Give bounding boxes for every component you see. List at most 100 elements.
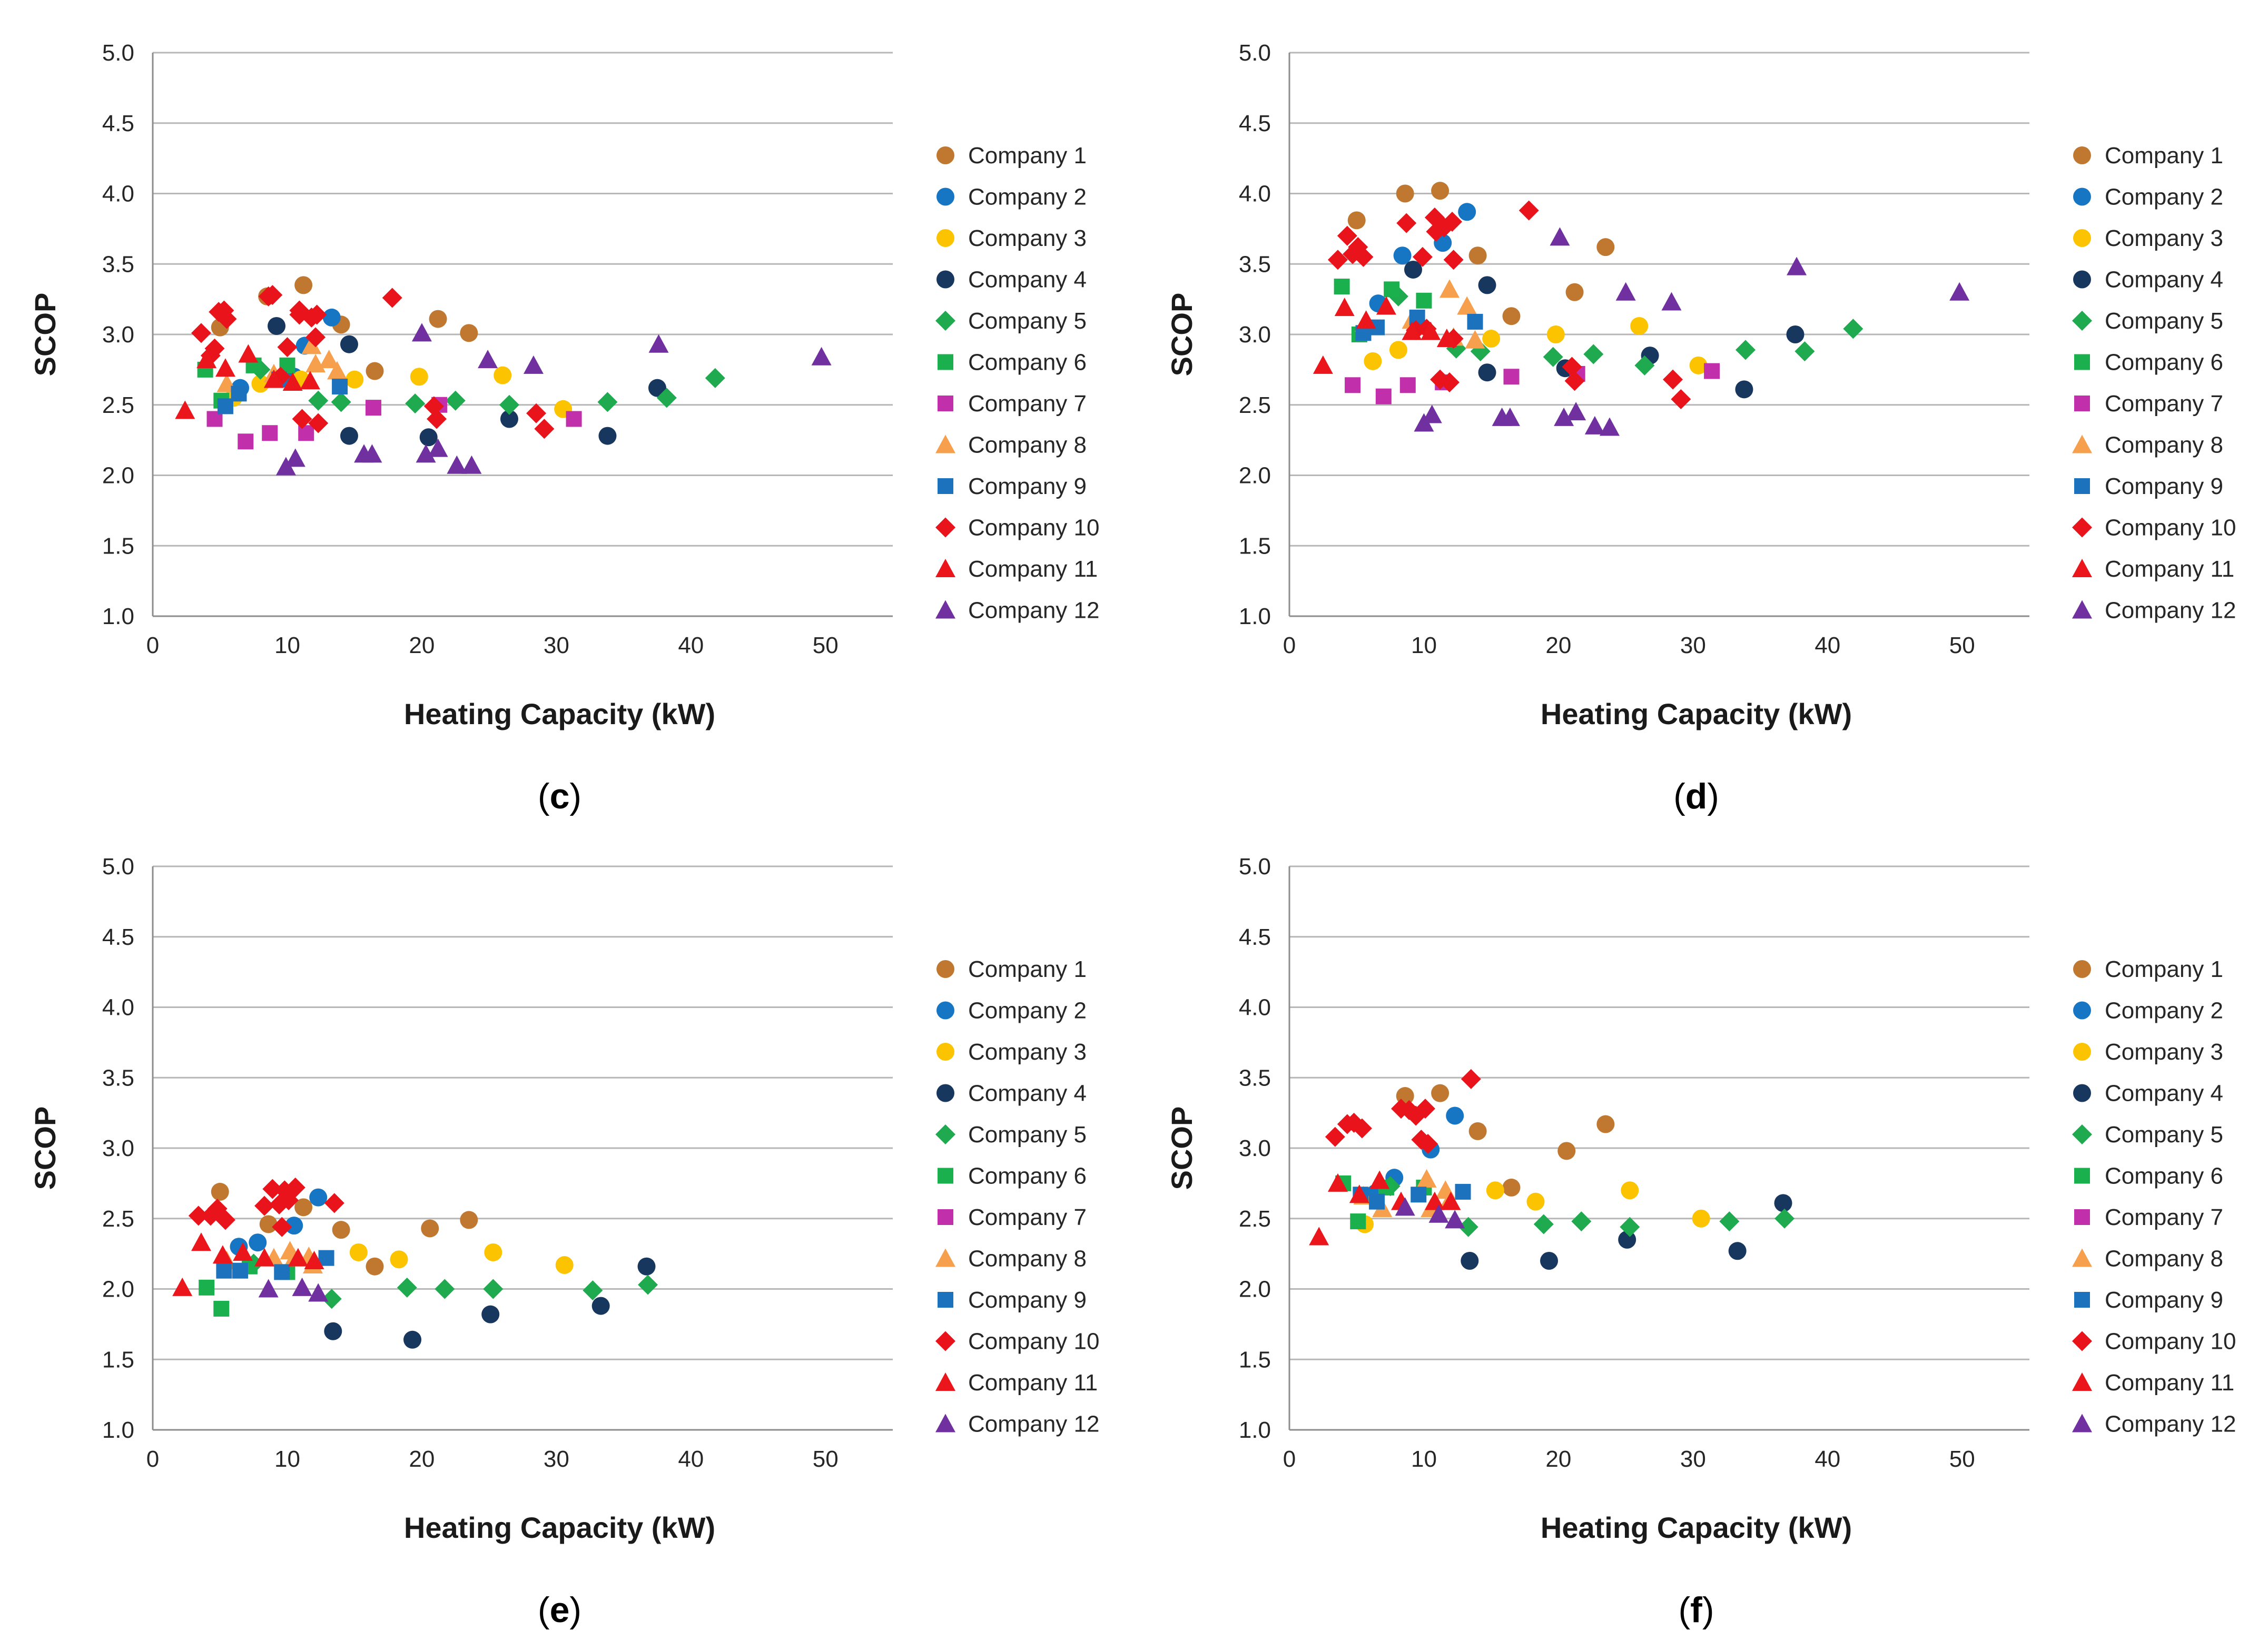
legend-marker-company-5 [2072, 311, 2092, 331]
data-point-company-1 [1431, 182, 1449, 200]
data-point-company-3 [1546, 325, 1565, 343]
legend-marker-company-2 [936, 187, 954, 206]
data-point-company-3 [346, 370, 364, 389]
y-tick-label: 1.0 [1239, 604, 1271, 629]
legend-label-company-4: Company 4 [2105, 1081, 2223, 1106]
legend-label-company-12: Company 12 [968, 1411, 1099, 1437]
legend-marker-company-12 [935, 1414, 955, 1432]
legend-marker-company-5 [935, 311, 955, 331]
data-point-company-10 [216, 309, 237, 329]
data-point-company-5 [499, 394, 519, 415]
legend-marker-company-8 [2072, 434, 2092, 453]
data-point-company-11 [238, 344, 259, 363]
legend-marker-company-6 [938, 354, 953, 370]
legend-label-company-2: Company 2 [968, 998, 1087, 1024]
legend-marker-company-9 [938, 478, 953, 494]
data-point-company-11 [172, 1277, 193, 1296]
data-point-company-10 [272, 1217, 292, 1237]
legend-label-company-6: Company 6 [2105, 350, 2223, 376]
data-point-company-11 [1309, 1227, 1329, 1246]
data-point-company-2 [1458, 203, 1476, 221]
data-point-company-6 [1350, 1213, 1366, 1230]
legend-marker-company-1 [936, 960, 954, 978]
data-point-company-7 [566, 411, 582, 427]
data-point-company-11 [1441, 1191, 1461, 1210]
x-tick-label: 30 [1680, 1446, 1706, 1472]
data-point-company-4 [324, 1322, 342, 1340]
data-point-company-5 [1620, 1217, 1640, 1237]
data-point-company-5 [1735, 340, 1756, 360]
legend-marker-company-7 [2074, 396, 2090, 411]
data-point-company-10 [1327, 250, 1348, 270]
data-point-company-7 [1375, 388, 1392, 404]
data-point-company-10 [1325, 1127, 1345, 1147]
data-point-company-1 [1557, 1142, 1576, 1160]
data-point-company-11 [1402, 321, 1422, 340]
data-point-company-10 [1415, 1099, 1436, 1119]
data-point-company-5 [483, 1279, 504, 1299]
legend-label-company-7: Company 7 [968, 391, 1087, 417]
data-point-company-11 [1356, 310, 1376, 329]
legend-marker-company-8 [2072, 1248, 2092, 1267]
y-tick-label: 3.0 [1239, 1135, 1271, 1161]
x-axis-title: Heating Capacity (kW) [404, 697, 715, 730]
data-point-company-12 [523, 355, 544, 374]
legend-label-company-11: Company 11 [2105, 556, 2234, 582]
y-tick-label: 1.5 [1239, 1347, 1271, 1372]
legend-label-company-7: Company 7 [2105, 391, 2223, 417]
data-point-company-12 [258, 1279, 279, 1298]
data-point-company-6 [1384, 281, 1400, 298]
x-tick-label: 20 [409, 633, 435, 658]
legend-label-company-8: Company 8 [968, 432, 1087, 458]
panel-label: (c) [538, 776, 581, 816]
data-point-company-1 [1565, 283, 1584, 301]
data-point-company-10 [305, 327, 326, 348]
data-point-company-5 [1843, 319, 1863, 339]
data-point-company-1 [460, 324, 478, 342]
data-point-company-4 [1478, 276, 1496, 294]
data-point-company-11 [304, 1251, 324, 1269]
legend-label-company-10: Company 10 [968, 1329, 1099, 1355]
x-tick-label: 10 [274, 633, 300, 658]
data-point-company-5 [1533, 1214, 1554, 1234]
legend-label-company-1: Company 1 [2105, 143, 2223, 169]
y-tick-label: 3.0 [1239, 322, 1271, 348]
data-point-company-1 [294, 276, 313, 294]
y-tick-label: 2.5 [1239, 1206, 1271, 1232]
data-point-company-11 [263, 369, 284, 388]
data-point-company-8 [301, 335, 322, 354]
legend-marker-company-10 [2072, 1331, 2092, 1351]
data-point-company-12 [292, 1277, 312, 1296]
data-point-company-3 [390, 1250, 408, 1269]
legend-marker-company-9 [2074, 478, 2090, 494]
y-axis-title: SCOP [28, 1106, 62, 1190]
data-point-company-12 [1566, 402, 1586, 421]
y-tick-label: 2.5 [102, 1206, 134, 1232]
data-point-company-5 [1458, 1217, 1478, 1237]
legend-marker-company-2 [936, 1001, 954, 1020]
y-tick-label: 2.0 [102, 1277, 134, 1302]
legend-label-company-2: Company 2 [2105, 184, 2223, 210]
data-point-company-10 [292, 409, 312, 429]
legend-label-company-8: Company 8 [2105, 432, 2223, 458]
data-point-company-12 [447, 455, 467, 474]
legend-marker-company-6 [2074, 1168, 2090, 1184]
data-point-company-4 [637, 1257, 656, 1276]
data-point-company-12 [811, 347, 832, 365]
y-tick-label: 1.5 [102, 533, 134, 559]
data-point-company-9 [1455, 1183, 1471, 1200]
data-point-company-2 [285, 1217, 303, 1235]
x-tick-label: 30 [544, 633, 569, 658]
y-tick-label: 3.0 [102, 322, 134, 348]
legend-label-company-3: Company 3 [968, 1039, 1087, 1065]
legend-marker-company-4 [936, 270, 954, 289]
data-point-company-3 [1482, 330, 1501, 348]
y-axis-title: SCOP [1165, 293, 1198, 377]
legend-label-company-4: Company 4 [968, 267, 1087, 293]
data-point-company-11 [196, 350, 217, 369]
legend-label-company-7: Company 7 [968, 1204, 1087, 1230]
y-tick-label: 3.5 [1239, 251, 1271, 277]
data-point-company-10 [534, 419, 555, 439]
data-point-company-10 [1396, 213, 1417, 233]
